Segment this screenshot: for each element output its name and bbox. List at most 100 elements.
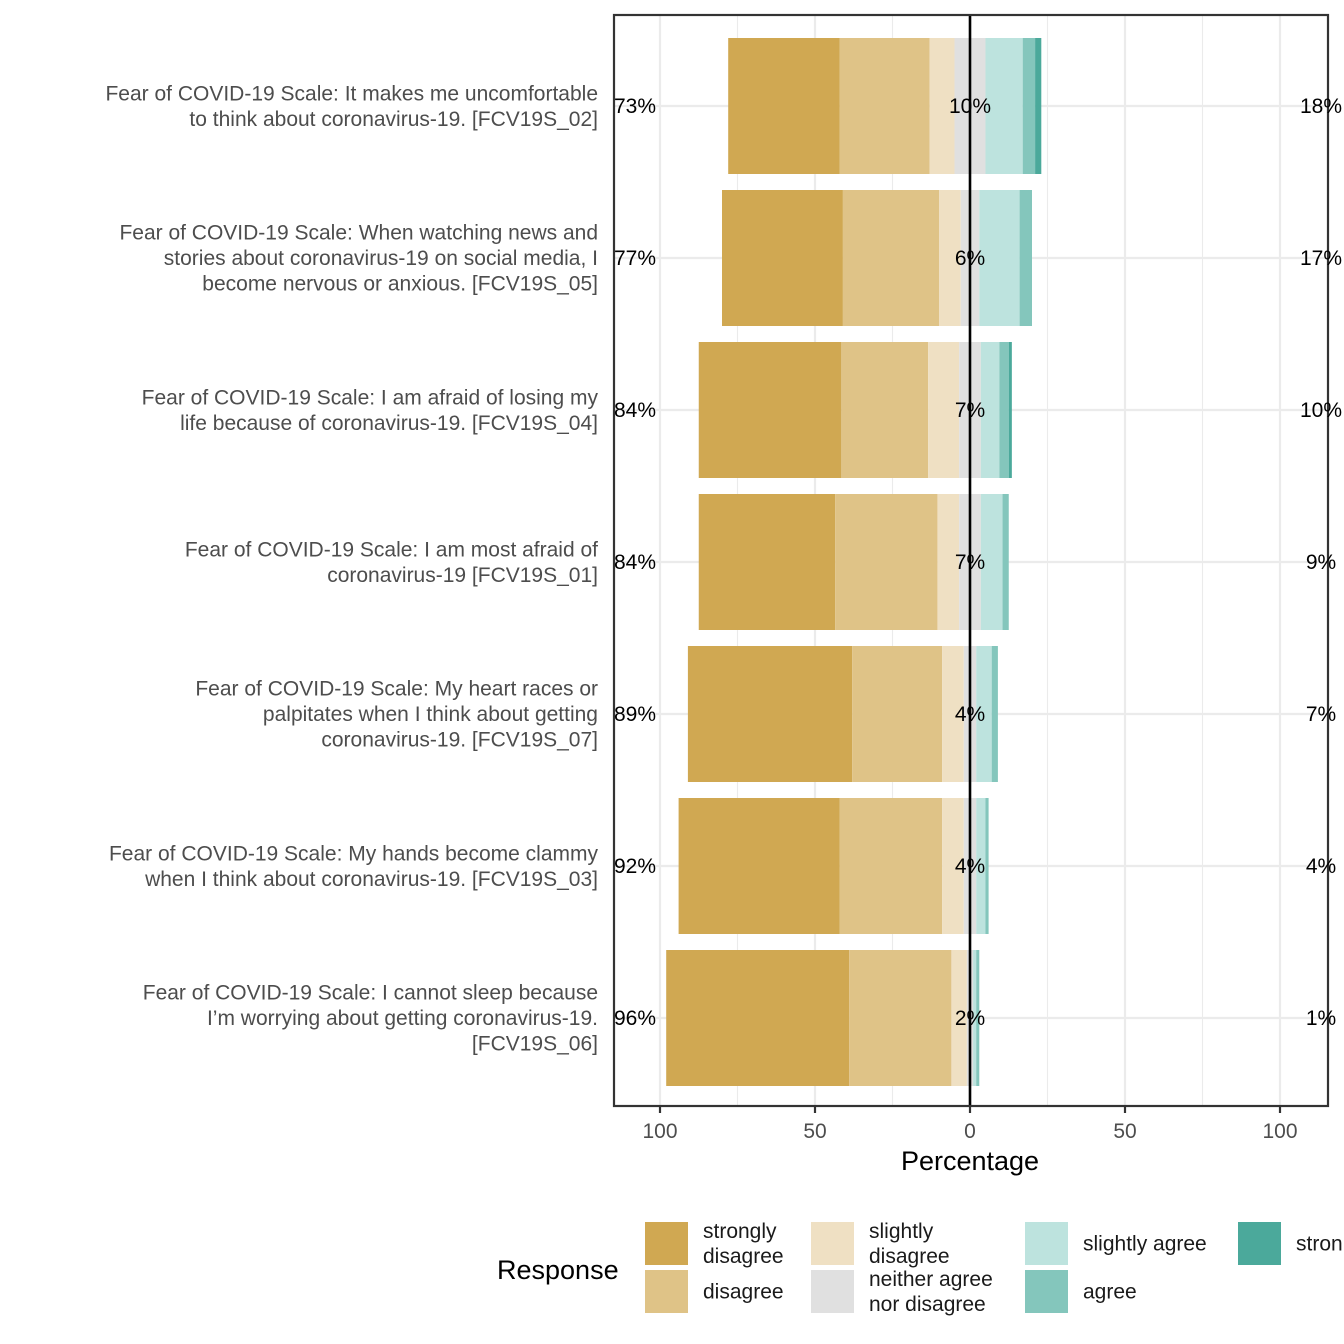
legend-key — [811, 1270, 854, 1313]
item-label: Fear of COVID-19 Scale: My hands become … — [109, 842, 599, 891]
item-label: Fear of COVID-19 Scale: When watching ne… — [119, 222, 598, 296]
left-percentage-label: 92% — [614, 855, 656, 878]
legend-entry: slightly disagree — [811, 1220, 950, 1268]
bar-segment — [698, 342, 842, 478]
legend-label-line: strongly — [703, 1220, 777, 1243]
bar-segment — [929, 38, 955, 174]
x-tick-label: 100 — [1262, 1120, 1297, 1143]
bar-segment — [1008, 342, 1012, 478]
item-label-line: palpitates when I think about getting — [263, 703, 598, 726]
legend-label-line: disagree — [703, 1281, 784, 1304]
bar-row — [678, 798, 989, 934]
bar-segment — [839, 38, 930, 174]
bar-segment — [942, 798, 964, 934]
item-label: Fear of COVID-19 Scale: I am most afraid… — [185, 538, 598, 587]
bar-segment — [841, 342, 929, 478]
legend-entry: strongly disagree — [645, 1220, 784, 1268]
bar-segment — [973, 950, 977, 1086]
legend-key — [1025, 1270, 1068, 1313]
bar-segment — [839, 798, 943, 934]
right-percentage-label: 17% — [1300, 247, 1342, 270]
center-percentage-label: 4% — [955, 855, 985, 878]
bar-row — [698, 342, 1012, 478]
bar-segment — [976, 950, 980, 1086]
bar-segment — [666, 950, 850, 1086]
center-percentage-label: 6% — [955, 247, 985, 270]
item-label-line: life because of coronavirus-19. [FCV19S_… — [180, 412, 598, 435]
center-percentage-label: 7% — [955, 399, 985, 422]
bar-segment — [1022, 38, 1036, 174]
left-percentage-label: 89% — [614, 703, 656, 726]
legend-label: neither agree nor disagree — [869, 1268, 993, 1316]
bar-segment — [985, 38, 1023, 174]
legend-label-line: slightly — [869, 1220, 934, 1243]
legend-label: slightly disagree — [869, 1220, 950, 1268]
legend-label-line: stron — [1296, 1233, 1343, 1256]
legend-label: disagree — [703, 1281, 784, 1304]
legend-label: agree — [1083, 1281, 1137, 1304]
bars — [666, 38, 1042, 1086]
x-tick-label: 50 — [803, 1120, 826, 1143]
legend-label: stron — [1296, 1233, 1343, 1256]
right-percentage-label: 7% — [1306, 703, 1336, 726]
x-axis-title: Percentage — [901, 1146, 1039, 1176]
item-label-line: [FCV19S_06] — [472, 1033, 598, 1056]
item-label-line: Fear of COVID-19 Scale: When watching ne… — [119, 222, 598, 245]
item-label-line: stories about coronavirus-19 on social m… — [164, 247, 598, 270]
bar-segment — [999, 342, 1009, 478]
left-percentage-label: 96% — [614, 1007, 656, 1030]
center-percentage-label: 7% — [955, 551, 985, 574]
legend-key — [645, 1222, 688, 1265]
legend-label-line: slightly agree — [1083, 1233, 1207, 1256]
center-percentage-label: 2% — [955, 1007, 985, 1030]
bar-segment — [976, 646, 992, 782]
left-percentage-label: 73% — [614, 95, 656, 118]
bar-segment — [928, 342, 960, 478]
legend-entry: slightly agree — [1025, 1222, 1207, 1265]
bar-segment — [1002, 494, 1009, 630]
bar-segment — [951, 950, 967, 1086]
bar-segment — [980, 494, 1003, 630]
left-percentage-label: 84% — [614, 551, 656, 574]
item-label: Fear of COVID-19 Scale: I am afraid of l… — [142, 386, 599, 435]
item-label-line: Fear of COVID-19 Scale: My heart races o… — [195, 678, 598, 701]
bar-segment — [852, 646, 943, 782]
item-label: Fear of COVID-19 Scale: I cannot sleep b… — [143, 982, 598, 1056]
item-label-line: Fear of COVID-19 Scale: It makes me unco… — [105, 82, 598, 105]
legend-label-line: disagree — [703, 1245, 784, 1268]
legend-label-line: agree — [1083, 1281, 1137, 1304]
item-labels: Fear of COVID-19 Scale: It makes me unco… — [105, 82, 598, 1055]
legend-label: slightly agree — [1083, 1233, 1207, 1256]
bar-segment — [991, 646, 998, 782]
legend-entry: neither agree nor disagree — [811, 1268, 993, 1316]
right-percentage-label: 1% — [1306, 1007, 1336, 1030]
item-label-line: Fear of COVID-19 Scale: I am afraid of l… — [142, 386, 599, 409]
bar-segment — [979, 190, 1020, 326]
percentage-labels: 73% 10% 18% 77% 6% 17% 84% 7% 10% 84% 7% 9% 89% 4% 7% 9… — [614, 95, 1342, 1030]
bar-segment — [687, 646, 853, 782]
legend-entry: agree — [1025, 1270, 1137, 1313]
bar-segment — [1035, 38, 1042, 174]
bar-segment — [849, 950, 952, 1086]
item-label: Fear of COVID-19 Scale: It makes me unco… — [105, 82, 598, 131]
item-label: Fear of COVID-19 Scale: My heart races o… — [195, 678, 598, 752]
bar-segment — [698, 494, 836, 630]
right-percentage-label: 4% — [1306, 855, 1336, 878]
bar-segment — [980, 342, 1000, 478]
bar-row — [698, 494, 1009, 630]
legend-key — [1025, 1222, 1068, 1265]
bar-row — [728, 38, 1042, 174]
right-percentage-label: 18% — [1300, 95, 1342, 118]
legend-title: Response — [497, 1255, 619, 1285]
bar-segment — [939, 190, 961, 326]
item-label-line: to think about coronavirus-19. [FCV19S_0… — [189, 108, 598, 131]
bar-row — [666, 950, 980, 1086]
item-label-line: Fear of COVID-19 Scale: I cannot sleep b… — [143, 982, 598, 1005]
bar-segment — [842, 190, 939, 326]
left-percentage-label: 77% — [614, 247, 656, 270]
legend-label: strongly disagree — [703, 1220, 784, 1268]
legend-entry: stron — [1238, 1222, 1343, 1265]
legend-label-line: disagree — [869, 1245, 950, 1268]
